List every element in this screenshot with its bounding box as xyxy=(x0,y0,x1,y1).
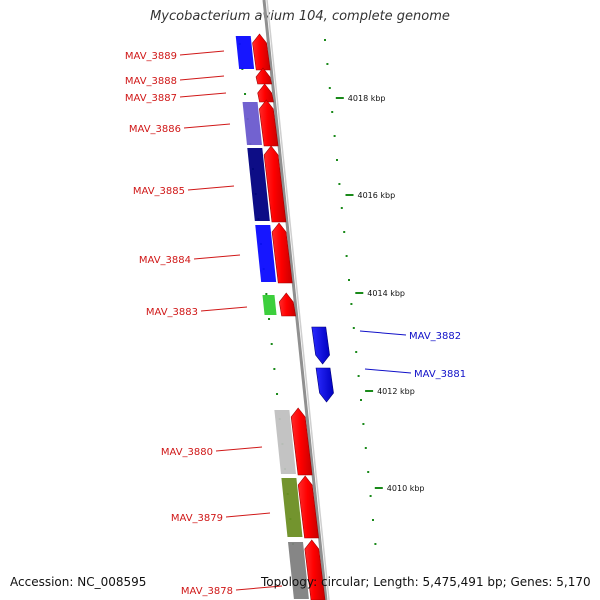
forward-gene-arrow xyxy=(263,145,287,223)
gene-arrows xyxy=(252,33,334,600)
tick-label: 4018 kbp xyxy=(348,94,386,103)
label-leader-line xyxy=(200,306,248,312)
label-leader-line xyxy=(215,446,263,452)
label-leader-line xyxy=(179,92,227,98)
map-title: Mycobacterium avium 104, complete genome xyxy=(150,9,450,24)
forward-gene-arrow xyxy=(290,407,313,476)
cog-bars xyxy=(235,36,309,599)
topology-info: Topology: circular; Length: 5,475,491 bp… xyxy=(261,575,591,589)
label-leader-line xyxy=(359,330,407,336)
cog-category-bar xyxy=(281,478,303,537)
gene-label[interactable]: MAV_3881 xyxy=(414,369,466,380)
reverse-gene-arrow xyxy=(315,367,334,403)
gene-label[interactable]: MAV_3885 xyxy=(133,186,185,197)
cog-category-bar xyxy=(247,148,270,221)
cog-category-bar xyxy=(255,225,277,282)
forward-gene-arrow xyxy=(255,67,273,85)
forward-gene-arrow xyxy=(257,83,274,103)
tick-label: 4012 kbp xyxy=(377,387,415,396)
cog-category-bar xyxy=(262,295,277,315)
cog-category-bar xyxy=(288,542,309,599)
forward-gene-arrow xyxy=(304,539,326,600)
label-leader-line xyxy=(235,585,283,591)
tick-label: 4014 kbp xyxy=(367,289,405,298)
gene-labels: MAV_3889 MAV_3888 MAV_3887 MAV_3886 MAV_3885… xyxy=(125,50,466,597)
gene-label[interactable]: MAV_3886 xyxy=(129,124,181,135)
gene-label[interactable]: MAV_3879 xyxy=(171,513,223,524)
gene-label[interactable]: MAV_3887 xyxy=(125,93,177,104)
genome-backbone xyxy=(262,0,330,600)
gene-label[interactable]: MAV_3882 xyxy=(409,331,461,342)
tick-label: 4010 kbp xyxy=(387,484,425,493)
forward-gene-arrow xyxy=(271,222,293,284)
gene-label[interactable]: MAV_3884 xyxy=(139,255,191,266)
label-leader-line xyxy=(183,123,231,129)
gene-label[interactable]: MAV_3889 xyxy=(125,51,177,62)
gene-label[interactable]: MAV_3878 xyxy=(181,586,233,597)
cog-category-bar xyxy=(242,102,262,145)
forward-gene-arrow xyxy=(297,475,319,539)
cog-category-bar xyxy=(235,36,255,69)
label-leader-line xyxy=(225,512,271,518)
label-leader-line xyxy=(179,50,225,56)
label-leader-line xyxy=(364,368,412,374)
gene-label[interactable]: MAV_3880 xyxy=(161,447,213,458)
reverse-gene-arrow xyxy=(311,326,330,365)
accession-info: Accession: NC_008595 xyxy=(10,575,147,589)
gene-label[interactable]: MAV_3883 xyxy=(146,307,198,318)
cog-category-bar xyxy=(274,410,296,474)
label-leader-line xyxy=(179,75,225,81)
gene-label[interactable]: MAV_3888 xyxy=(125,76,177,87)
label-leader-line xyxy=(193,254,241,260)
tick-label: 4016 kbp xyxy=(358,191,396,200)
label-leader-line xyxy=(187,185,235,191)
forward-gene-arrow xyxy=(278,292,297,317)
